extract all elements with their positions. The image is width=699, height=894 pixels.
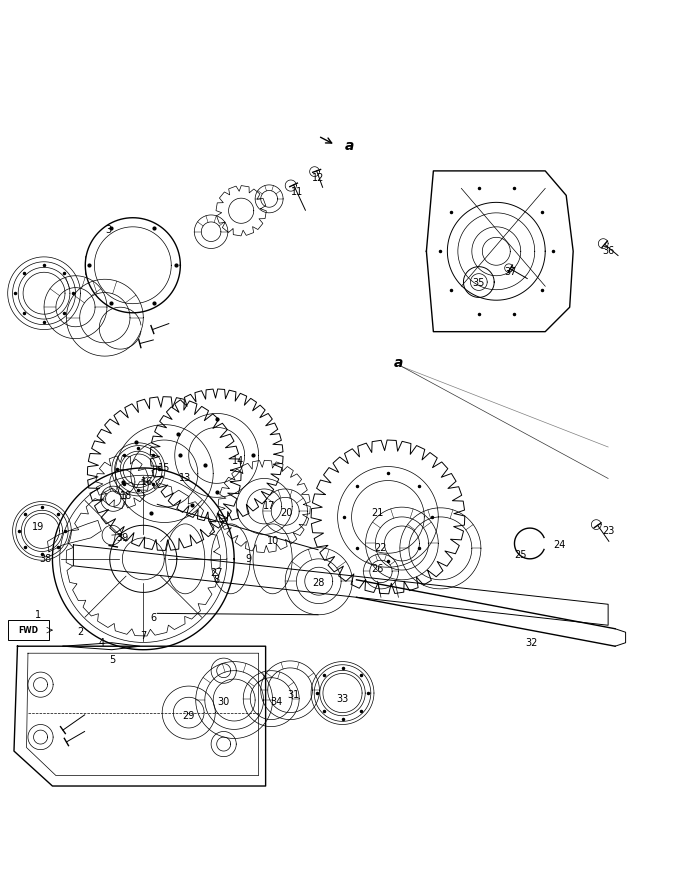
Text: 32: 32 [525,637,538,648]
Text: 14: 14 [231,456,244,466]
Text: 38: 38 [39,554,52,564]
Text: 39: 39 [116,533,129,543]
Text: 24: 24 [553,540,565,550]
Text: a: a [345,139,354,154]
Text: 25: 25 [514,551,527,561]
Text: 28: 28 [312,578,324,588]
Text: 31: 31 [287,690,300,700]
Text: 8: 8 [214,575,219,585]
Text: 33: 33 [336,694,349,704]
Text: 35: 35 [473,278,485,288]
Text: 21: 21 [371,509,384,519]
Text: 15: 15 [158,463,171,473]
FancyBboxPatch shape [8,620,49,640]
Text: 37: 37 [504,267,517,277]
Text: 7: 7 [140,631,146,641]
Text: 5: 5 [109,655,115,665]
Text: 17: 17 [263,502,275,511]
Text: 29: 29 [182,711,195,721]
Text: 20: 20 [280,509,293,519]
Text: 23: 23 [602,526,614,536]
Text: 19: 19 [32,522,45,533]
Text: 9: 9 [245,554,251,564]
Text: 2: 2 [78,628,83,637]
Text: FWD: FWD [19,626,38,635]
Text: 26: 26 [371,564,384,574]
Text: 11: 11 [291,187,303,197]
Text: 10: 10 [266,536,279,546]
Text: 36: 36 [602,246,614,257]
Text: 4: 4 [99,637,104,648]
Text: 1: 1 [36,610,41,620]
Text: 13: 13 [179,474,192,484]
Text: 22: 22 [375,544,387,553]
Text: 18: 18 [120,491,132,501]
Text: 34: 34 [270,697,282,707]
Text: 16: 16 [140,477,153,487]
Text: 12: 12 [312,173,324,183]
Text: a: a [394,356,403,370]
Text: 3: 3 [106,225,111,235]
Text: 27: 27 [210,568,223,578]
Text: 30: 30 [217,697,230,707]
Text: 6: 6 [151,613,157,623]
